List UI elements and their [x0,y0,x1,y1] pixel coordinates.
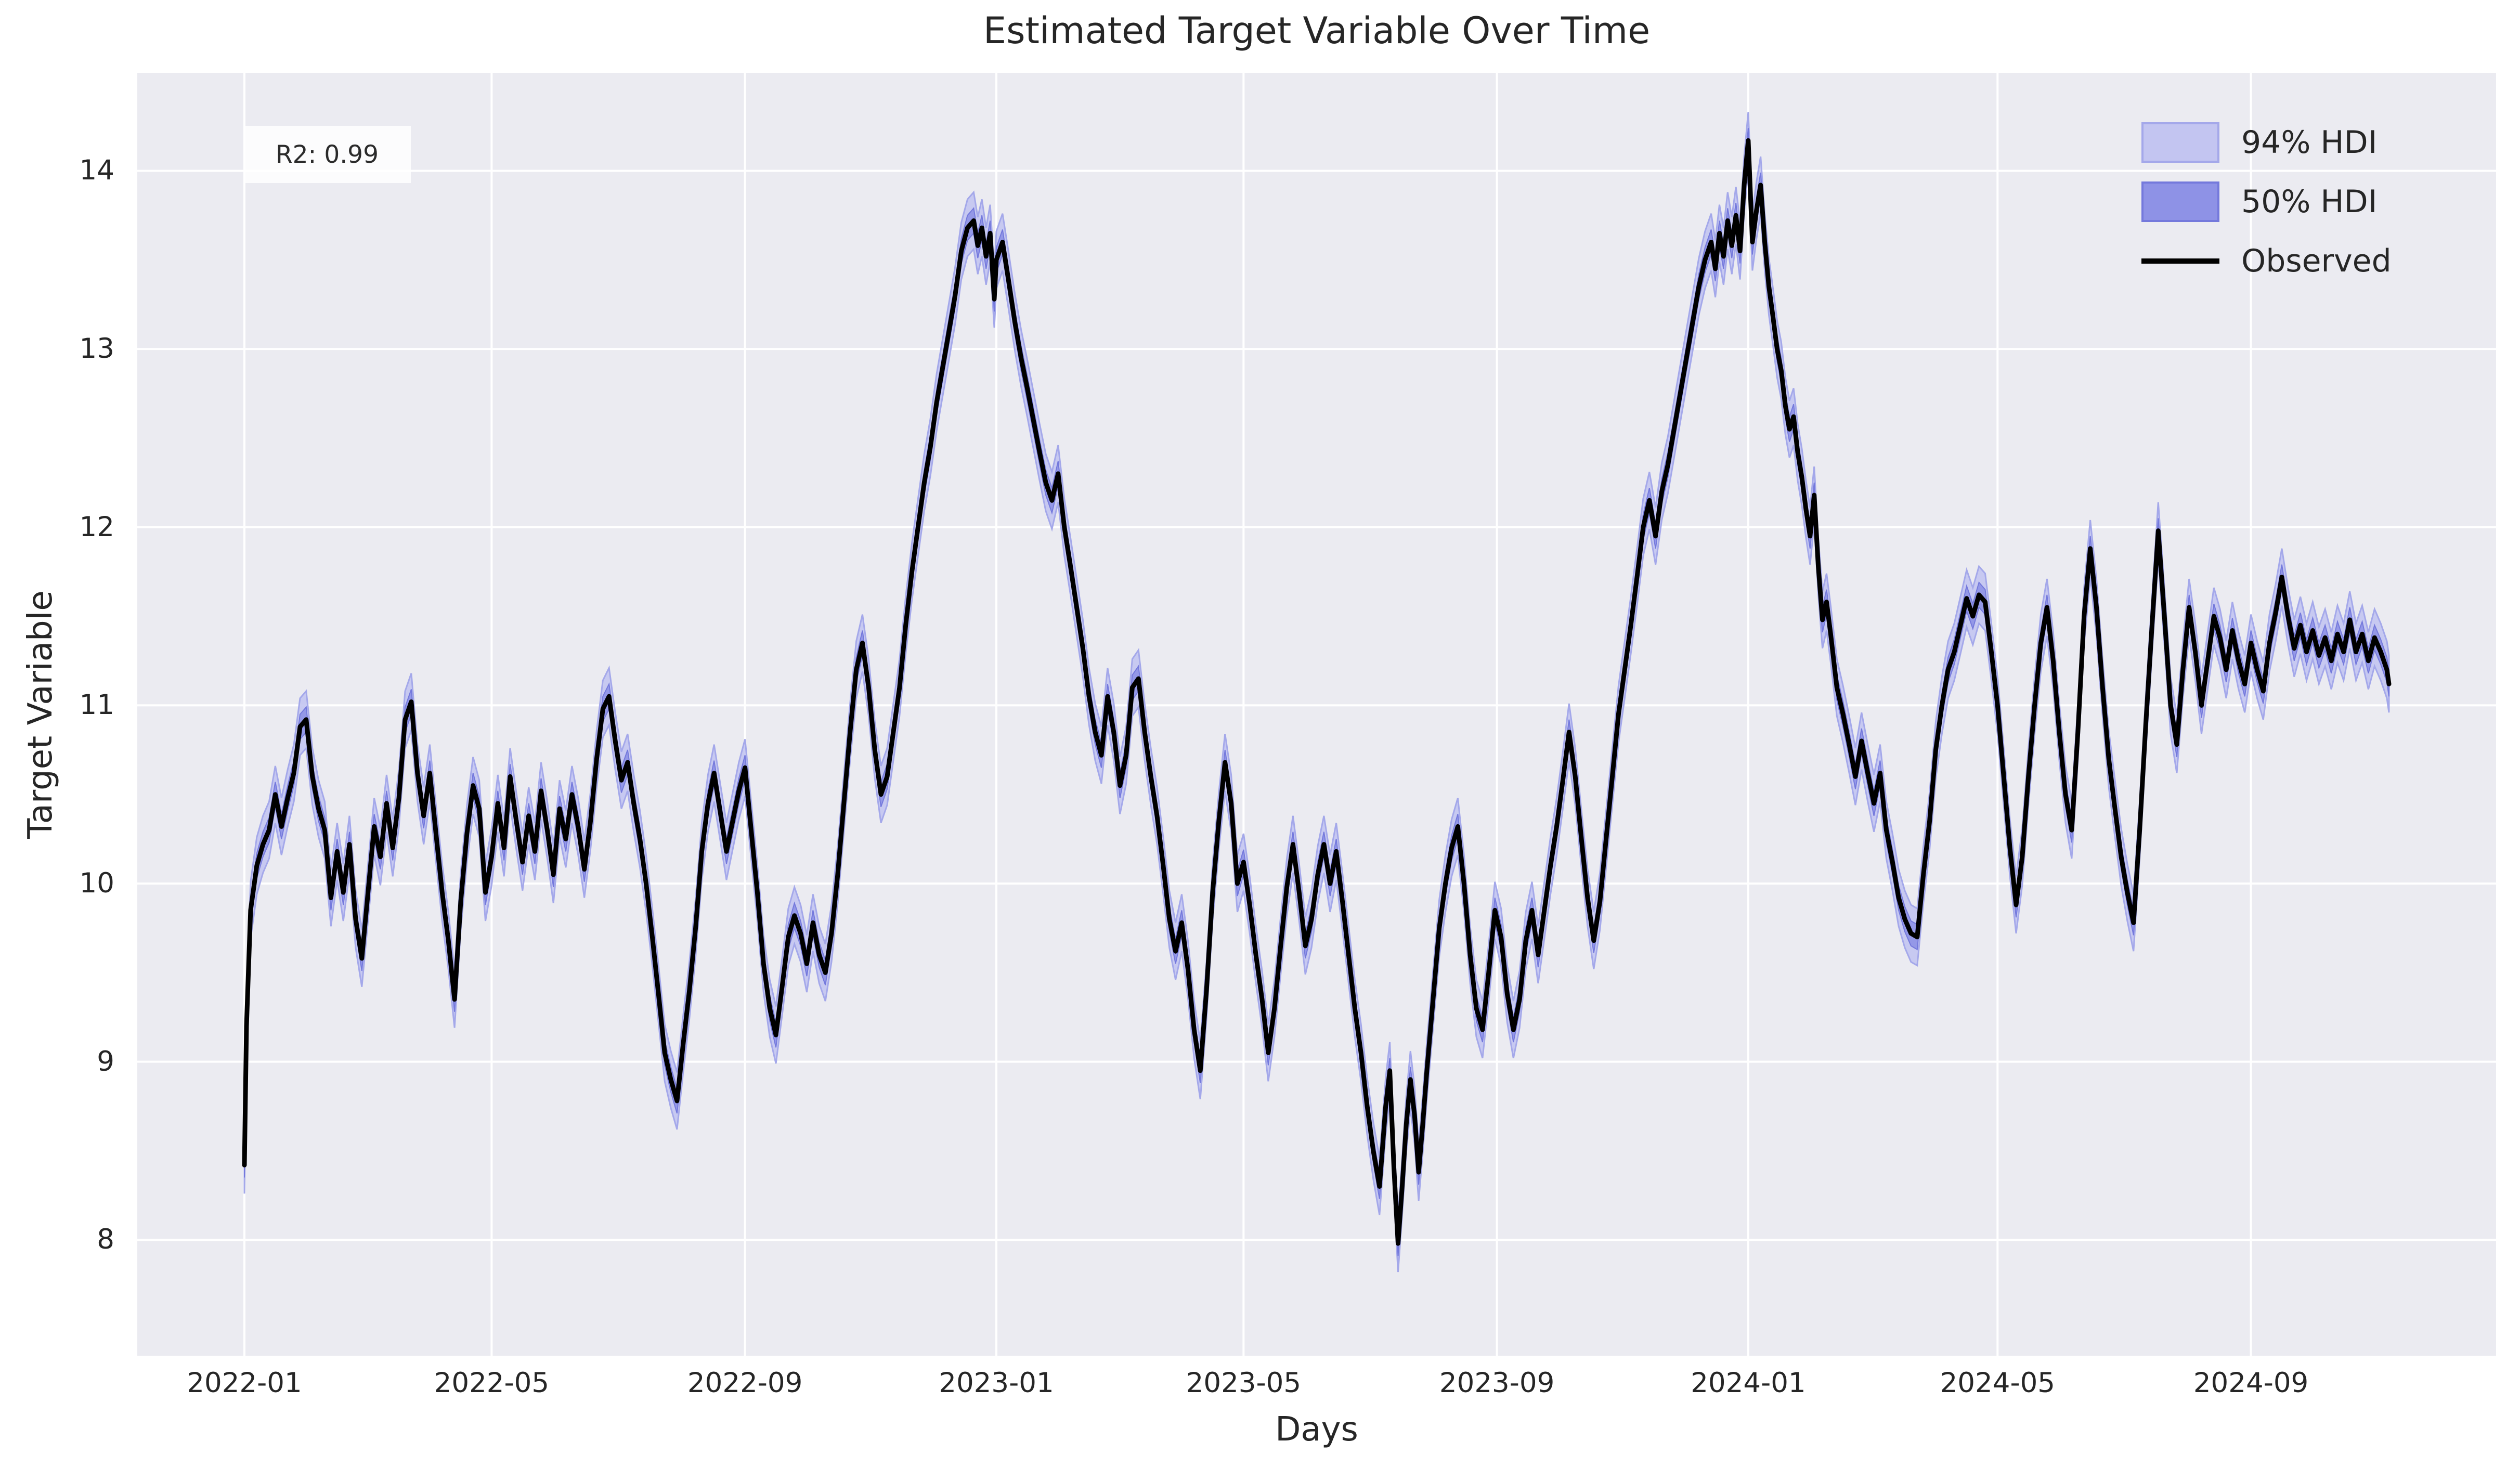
y-tick-label: 13 [79,333,114,365]
y-tick-label: 10 [79,867,114,899]
hdi94-band [243,112,2390,1273]
legend-label-hdi50: 50% HDI [2241,184,2378,220]
chart-title: Estimated Target Variable Over Time [983,9,1651,52]
observed-line [242,138,2392,1246]
legend-label-hdi94: 94% HDI [2241,124,2378,161]
legend: 94% HDI 50% HDI Observed [2141,118,2392,286]
hdi50-swatch-icon [2141,181,2219,222]
x-tick-label: 2023-01 [939,1367,1054,1399]
x-tick-label: 2022-09 [687,1367,803,1399]
x-tick-label: 2024-05 [1940,1367,2056,1399]
legend-label-observed: Observed [2241,243,2392,279]
x-tick-label: 2024-09 [2193,1367,2309,1399]
y-tick-label: 8 [97,1224,114,1256]
x-tick-label: 2023-05 [1186,1367,1302,1399]
legend-item-hdi50: 50% HDI [2141,177,2392,227]
hdi50-band [244,128,2389,1256]
x-tick-label: 2022-05 [434,1367,550,1399]
y-tick-label: 14 [79,154,114,187]
x-tick-label: 2022-01 [187,1367,302,1399]
observed-line-swatch-icon [2141,258,2219,264]
x-tick-label: 2023-09 [1439,1367,1555,1399]
r2-annotation: R2: 0.99 [243,126,411,183]
legend-item-observed: Observed [2141,236,2392,286]
x-axis-label: Days [1275,1410,1358,1449]
legend-item-hdi94: 94% HDI [2141,118,2392,167]
hdi94-swatch-icon [2141,122,2219,163]
y-tick-label: 11 [79,689,114,721]
y-tick-label: 12 [79,511,114,543]
r2-annotation-text: R2: 0.99 [276,140,379,169]
x-tick-label: 2024-01 [1691,1367,1806,1399]
y-tick-label: 9 [97,1045,114,1077]
